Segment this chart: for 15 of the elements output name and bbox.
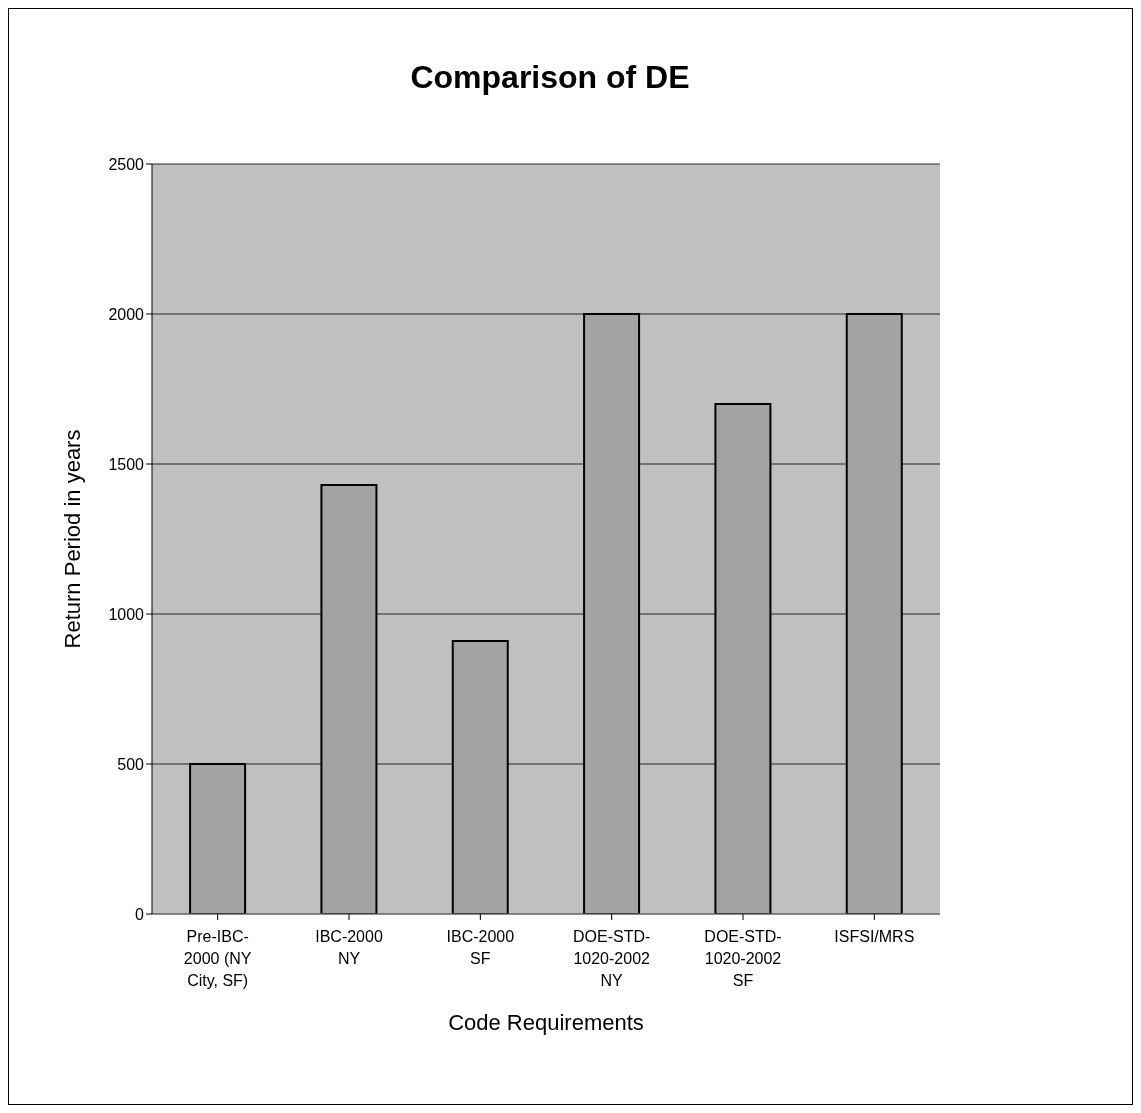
x-tick-label: DOE-STD-1020-2002 SF <box>704 928 782 989</box>
x-tick-label: IBC-2000 NY <box>315 928 383 967</box>
y-tick-label: 1000 <box>108 605 145 623</box>
x-axis-title: Code Requirements <box>448 1009 644 1035</box>
x-tick-label: IBC-2000 SF <box>446 928 515 967</box>
x-tick-label: Pre-IBC-2000 (NY City, SF) <box>183 928 252 989</box>
chart-title: Comparison of DE <box>409 59 691 96</box>
y-tick-label: 2500 <box>108 155 145 173</box>
x-tick-label: ISFSI/MRS <box>834 928 915 945</box>
y-tick-label: 2000 <box>108 305 145 323</box>
y-tick-label: 0 <box>135 905 145 923</box>
y-tick-label: 1500 <box>108 455 145 473</box>
y-tick-label: 500 <box>117 755 145 773</box>
x-tick-label: DOE-STD-1020-2002 NY <box>573 928 651 989</box>
y-axis-title: Return Period in years <box>59 429 85 649</box>
